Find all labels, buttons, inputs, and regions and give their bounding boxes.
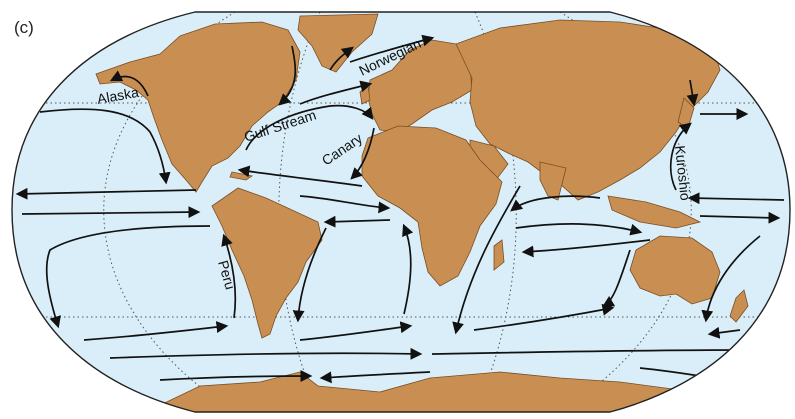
europe — [367, 39, 473, 133]
south-equatorial-pacific-arrow — [45, 225, 211, 329]
labrador-arrow — [278, 45, 297, 106]
oyashio-arrow — [686, 79, 699, 107]
north-equatorial-pacific-arrow — [15, 187, 197, 200]
africa — [361, 125, 503, 287]
east-greenland-arrow — [329, 46, 354, 71]
circumpolar-1 — [109, 347, 423, 360]
greenland — [297, 13, 379, 73]
antarctica — [149, 371, 721, 412]
agulhas-arrow — [452, 185, 521, 335]
north-atlantic-drift-arrow — [299, 80, 373, 105]
norwegian-current-arrow — [349, 34, 435, 63]
guinea-arrow — [299, 195, 391, 214]
india — [539, 161, 567, 201]
benguela-arrow — [402, 223, 414, 315]
panel-label: (c) — [14, 18, 34, 37]
equatorial-counter-arrow — [21, 206, 201, 219]
label-alaska: Alaska — [96, 84, 140, 107]
east-pacific-south-arrow — [707, 326, 741, 339]
madagascar — [493, 239, 505, 271]
new-zealand — [729, 289, 749, 323]
gulf-stream-arrow — [245, 104, 374, 151]
kuroshio-current-arrow — [669, 122, 692, 191]
south-pacific-west-arrow — [83, 321, 229, 341]
east-australia-arrow — [701, 235, 761, 323]
indian-west-arrow — [510, 195, 601, 212]
current-arrows — [15, 34, 785, 387]
circumpolar-2 — [431, 344, 747, 356]
pacific-counter-east-arrow — [699, 211, 781, 224]
south-atlantic-east-arrow — [299, 321, 413, 341]
south-america — [211, 187, 323, 339]
landmasses — [95, 13, 749, 412]
north-equatorial-atlantic-arrow — [237, 165, 363, 187]
brazil-current-arrow — [292, 227, 327, 323]
peru-current-arrow — [221, 233, 237, 319]
indian-equatorial-arrow — [515, 223, 643, 236]
north-equatorial-west-arrow — [687, 192, 785, 205]
north-pacific-arrow — [39, 108, 171, 185]
indonesia — [607, 195, 702, 229]
label-kuroshio: Kuroshio — [672, 145, 694, 202]
north-america — [95, 21, 301, 193]
map-border — [11, 11, 791, 413]
circumpolar-3 — [159, 370, 313, 382]
label-peru: Peru — [215, 258, 239, 291]
alaska-current-arrow — [109, 70, 149, 97]
west-australia-arrow — [601, 249, 631, 308]
south-equatorial-atlantic-arrow — [323, 215, 391, 228]
indian-south-west-arrow — [521, 239, 651, 258]
circumpolar-4 — [319, 371, 431, 384]
canary-current-arrow — [350, 127, 375, 180]
indian-south-east-arrow — [473, 303, 615, 331]
australia — [629, 235, 721, 305]
